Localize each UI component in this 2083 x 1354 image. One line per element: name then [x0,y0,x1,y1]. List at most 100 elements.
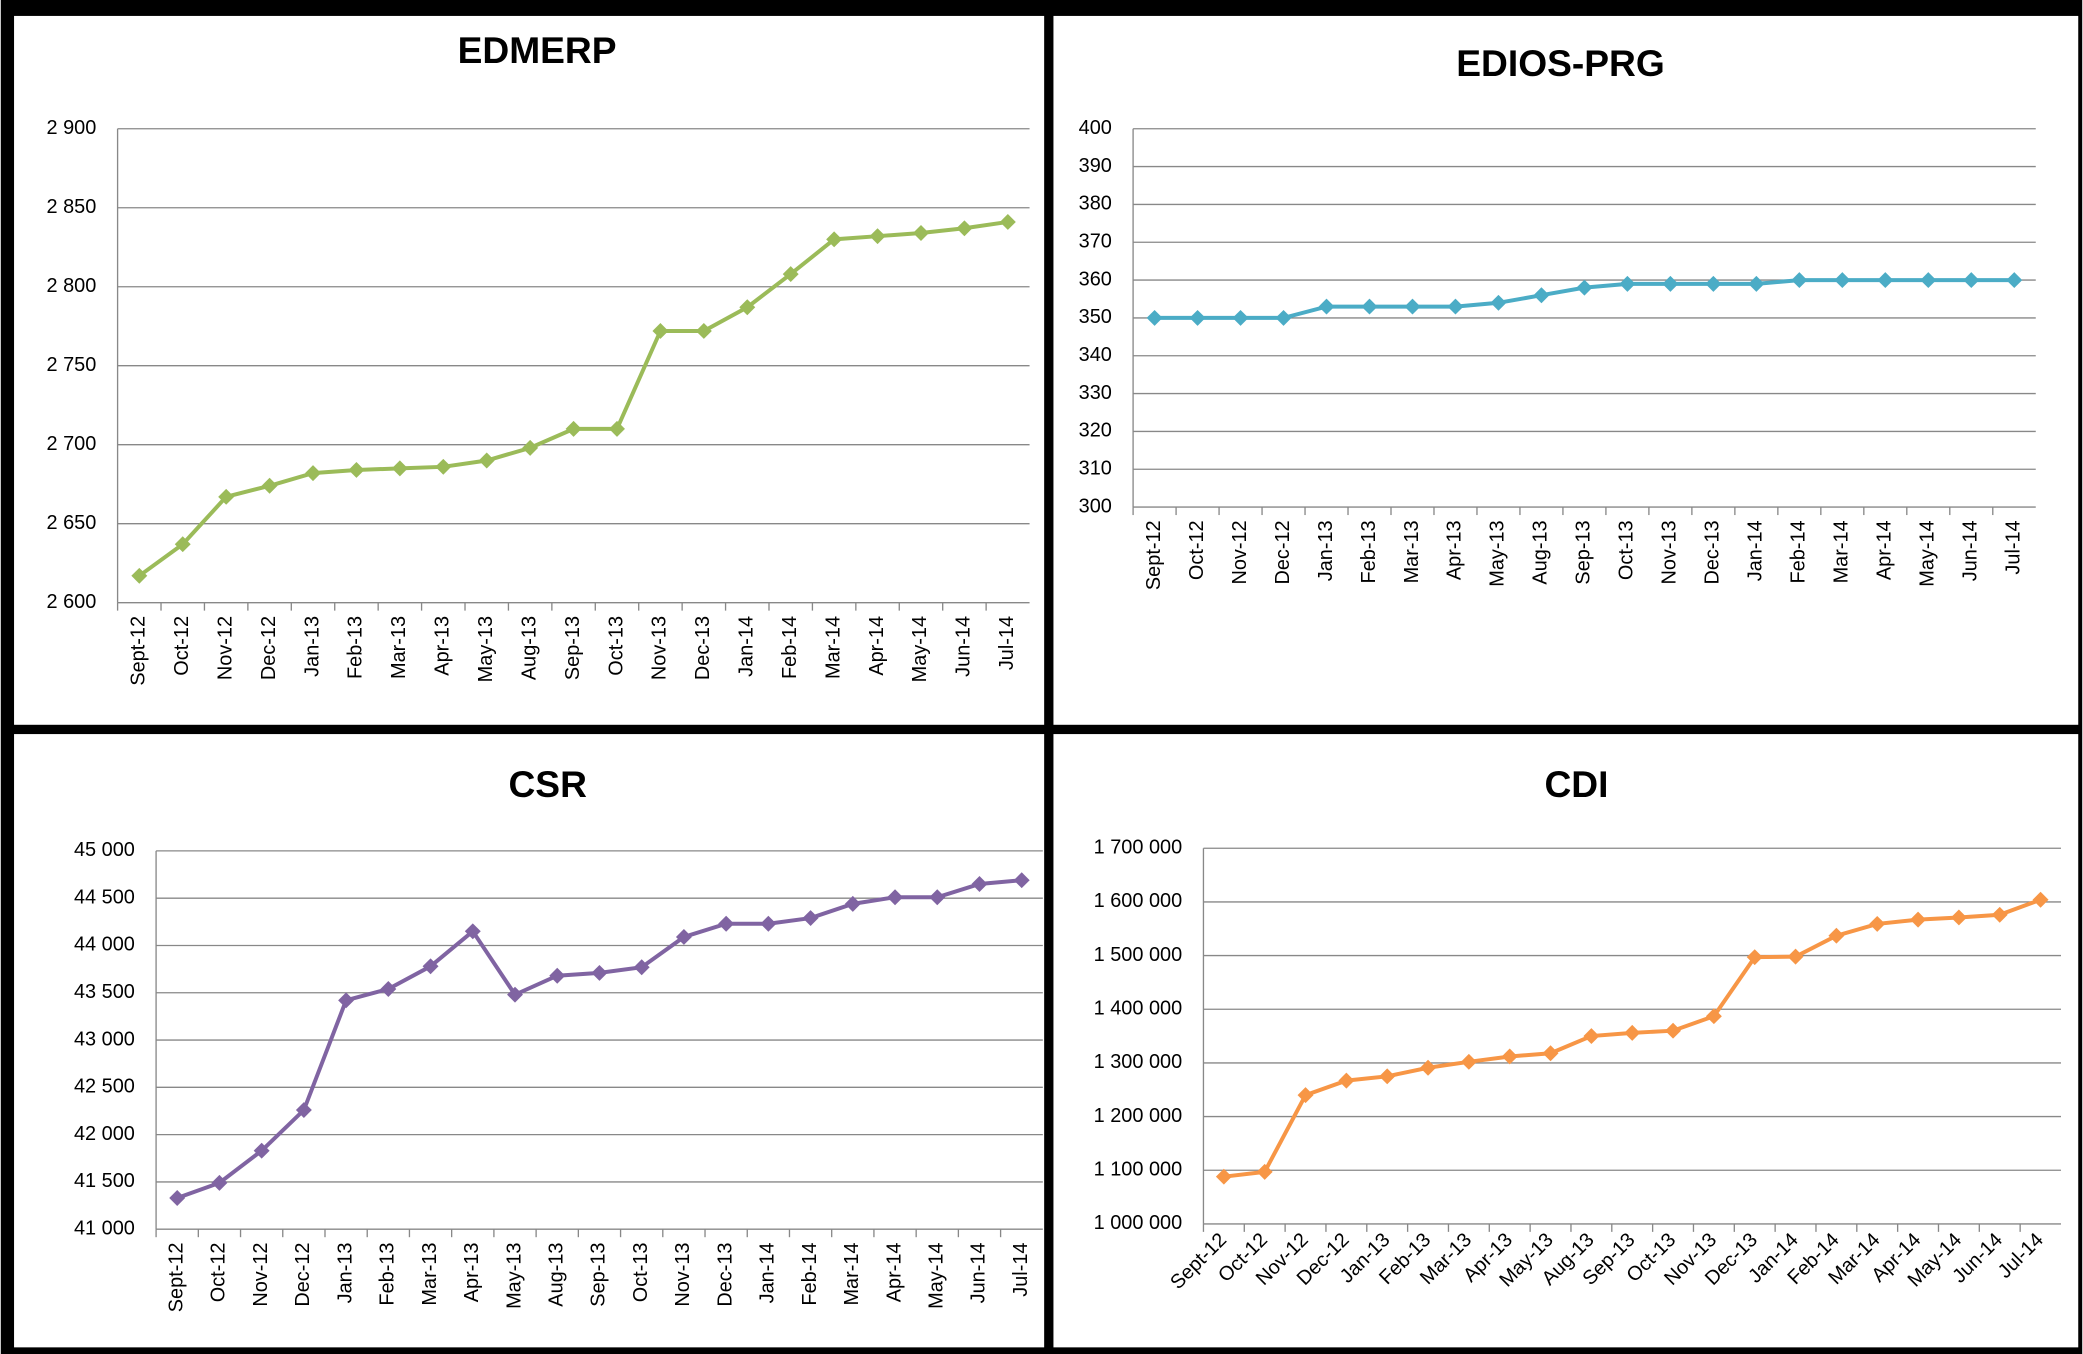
x-tick-label: Jun-14 [953,616,975,677]
x-tick-label: Mar-13 [419,1242,441,1305]
data-point [1013,872,1030,889]
x-tick-label: Feb-13 [345,616,367,679]
x-tick-label: May-13 [1487,520,1509,586]
y-tick-label: 45 000 [74,839,135,861]
y-tick-label: 43 500 [74,981,135,1003]
y-tick-label: 380 [1079,193,1112,215]
x-tick-label: Apr-14 [883,1242,905,1302]
y-tick-label: 2 600 [47,591,97,613]
data-point [565,420,582,437]
x-tick-label: Sep-13 [562,616,584,680]
x-tick-label: Mar-14 [1831,520,1853,583]
data-point [760,915,777,932]
data-point [739,299,756,316]
x-tick-label: May-13 [503,1242,525,1308]
y-tick-label: 310 [1079,458,1112,480]
data-point [1542,1045,1559,1062]
y-tick-label: 400 [1079,117,1112,139]
x-tick-label: Jul-14 [1010,1242,1032,1296]
x-tick-label: Mar-13 [388,616,410,679]
y-tick-label: 1 600 000 [1094,890,1183,912]
x-tick-label: Jan-13 [301,616,323,677]
x-tick-label: Jan-14 [736,616,758,677]
y-tick-label: 2 650 [47,512,97,534]
data-point [929,889,946,906]
data-point [1490,294,1507,311]
data-point [695,322,712,339]
y-tick-label: 44 500 [74,886,135,908]
data-point [549,967,566,984]
y-tick-label: 360 [1079,268,1112,290]
y-tick-label: 340 [1079,344,1112,366]
data-point [1963,272,1980,289]
x-tick-label: May-14 [1917,520,1939,586]
x-tick-label: Dec-13 [1702,520,1724,584]
data-point [261,477,278,494]
data-point [422,958,439,975]
data-point [348,462,365,478]
x-tick-label: Aug-13 [1530,520,1552,584]
x-tick-label: Nov-12 [250,1242,272,1306]
data-point [435,458,452,475]
y-tick-label: 1 300 000 [1094,1051,1183,1073]
data-point [2032,891,2049,908]
x-tick-label: Feb-14 [1788,520,1810,583]
data-point [131,567,148,584]
data-point [1501,1048,1518,1065]
data-point [826,231,843,248]
x-tick-label: Feb-13 [1358,520,1380,583]
y-tick-label: 350 [1079,306,1112,328]
x-tick-label: Mar-13 [1401,520,1423,583]
x-tick-label: Sep-13 [588,1242,610,1306]
x-tick-label: Dec-13 [714,1242,736,1306]
x-tick-label: Sep-13 [1573,520,1595,584]
chart-title: CSR [508,763,587,805]
data-point [507,986,523,1003]
x-tick-label: Jul-14 [996,616,1018,670]
x-tick-label: May-14 [926,1242,948,1308]
data-point [591,964,608,981]
data-point [1787,948,1804,965]
data-point [1338,1072,1355,1089]
x-tick-label: Jan-13 [1315,520,1337,581]
x-tick-label: Apr-14 [866,616,888,676]
x-tick-label: Feb-14 [779,616,801,679]
x-tick-label: Nov-13 [649,616,671,680]
data-point [1748,275,1765,292]
x-tick-label: Dec-13 [692,616,714,680]
x-tick-label: Jun-14 [968,1242,990,1303]
y-tick-label: 300 [1079,495,1112,517]
data-point [718,915,735,932]
x-tick-label: Oct-13 [1616,520,1638,580]
x-tick-label: Sept-12 [1143,520,1165,590]
data-point [1275,309,1292,326]
x-tick-label: Sept-12 [165,1242,187,1312]
y-tick-label: 370 [1079,231,1112,253]
x-tick-label: Oct-12 [208,1242,230,1302]
data-point [1705,275,1722,292]
y-tick-label: 1 000 000 [1094,1212,1183,1234]
x-tick-label: Nov-12 [1229,520,1251,584]
panel [1053,15,2079,725]
x-tick-label: Apr-13 [432,616,454,676]
x-tick-label: Jan-13 [334,1242,356,1303]
data-point [1619,275,1636,292]
x-tick-label: Mar-14 [822,616,844,679]
x-tick-label: Dec-12 [1272,520,1294,584]
x-tick-label: Aug-13 [518,616,540,680]
data-point [956,220,973,237]
data-point [652,322,669,339]
data-point [338,992,355,1009]
x-tick-label: Dec-12 [258,616,280,680]
y-tick-label: 2 900 [47,117,97,139]
data-point [782,266,799,283]
x-tick-label: Oct-12 [1186,520,1208,580]
data-point [802,910,819,927]
data-point [1420,1059,1437,1076]
chart-title: EDIOS-PRG [1456,42,1665,84]
y-tick-label: 390 [1079,155,1112,177]
x-tick-label: Mar-14 [841,1242,863,1305]
y-tick-label: 1 200 000 [1094,1105,1183,1127]
y-tick-label: 1 700 000 [1094,837,1183,859]
